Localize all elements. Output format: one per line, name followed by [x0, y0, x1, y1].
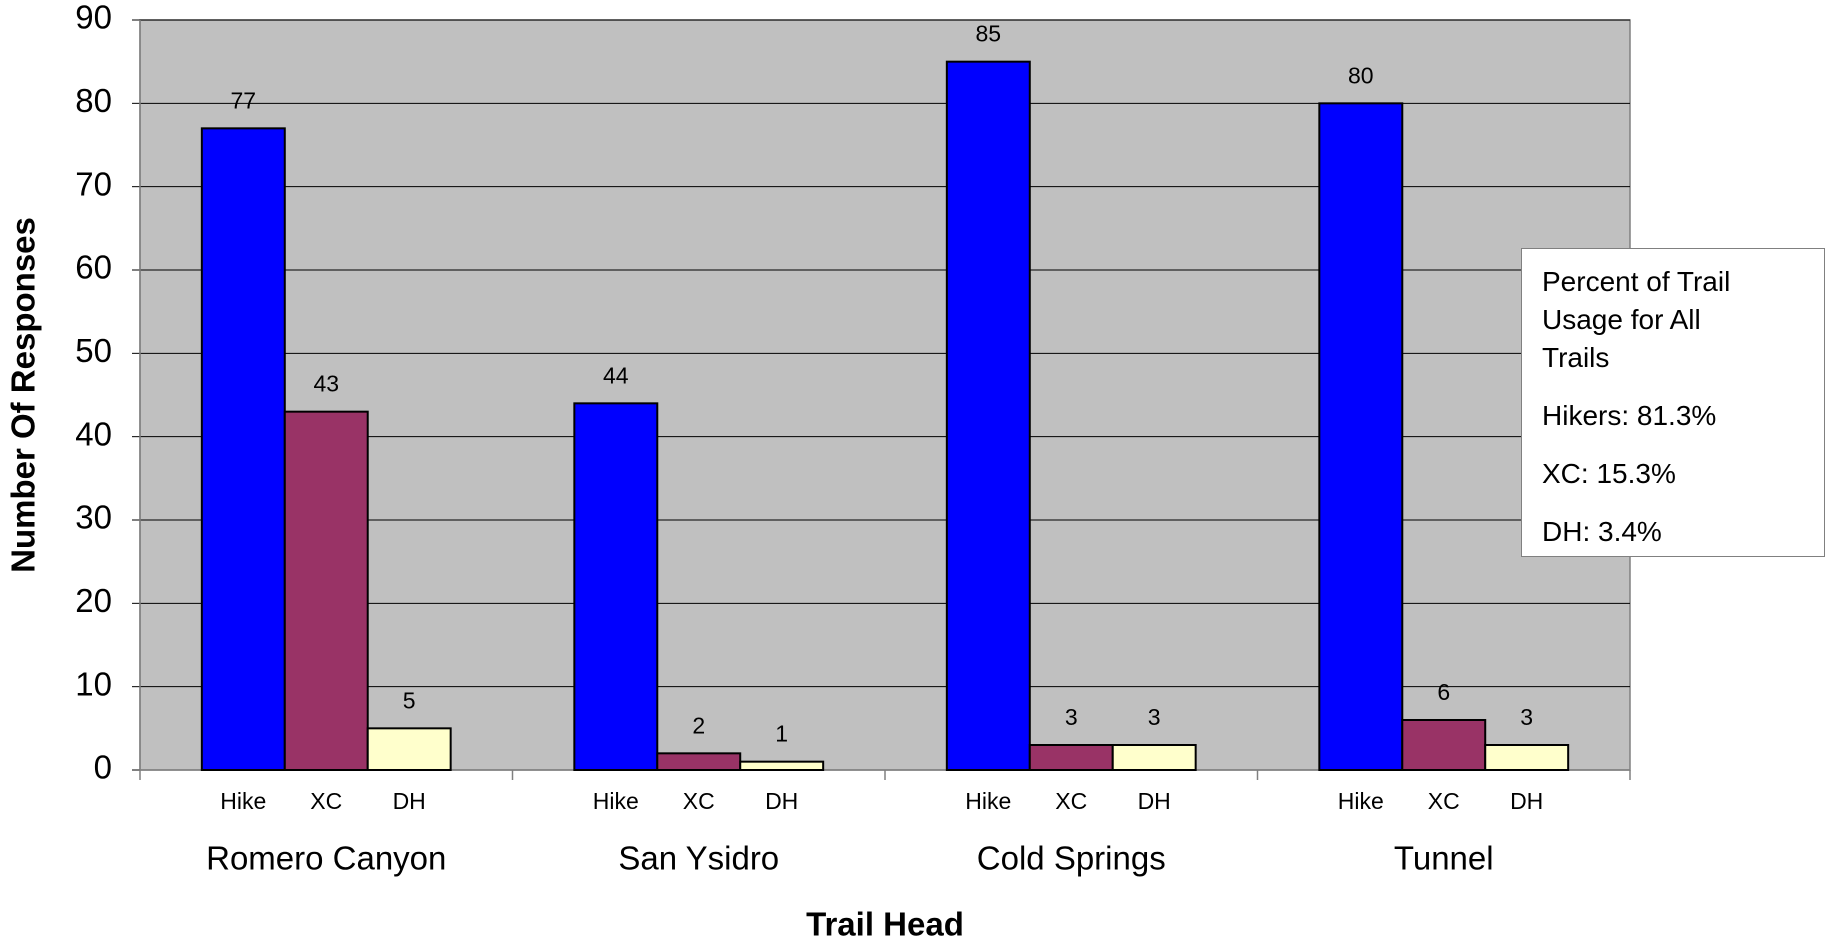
x-tick-label: Tunnel	[1394, 840, 1494, 877]
annotation-text: Percent of Trail Usage for All Trails	[1542, 266, 1731, 373]
data-label: 3	[1148, 704, 1161, 730]
series-sublabel: XC	[1428, 788, 1460, 814]
data-label: 3	[1065, 704, 1078, 730]
annotation-text: XC: 15.3%	[1542, 458, 1676, 489]
series-sublabel: XC	[683, 788, 715, 814]
bar	[200, 127, 286, 772]
series-sublabel: DH	[1138, 788, 1171, 814]
y-tick-label: 90	[75, 0, 112, 36]
y-tick-label: 20	[75, 582, 112, 619]
annotation-text: Hikers: 81.3%	[1542, 400, 1717, 431]
y-tick-label: 60	[75, 249, 112, 286]
bar	[1318, 102, 1404, 772]
data-label: 77	[231, 87, 257, 113]
data-label: 2	[692, 712, 705, 738]
bar	[1028, 744, 1114, 771]
y-tick-label: 30	[75, 499, 112, 536]
bar	[656, 752, 742, 771]
y-tick-label: 80	[75, 82, 112, 119]
bar	[283, 410, 369, 771]
data-label: 6	[1437, 679, 1450, 705]
data-label: 3	[1520, 704, 1533, 730]
data-label: 1	[775, 721, 788, 747]
y-tick-label: 40	[75, 415, 112, 452]
bar	[1401, 719, 1487, 771]
x-tick-label: San Ysidro	[618, 840, 779, 877]
data-label: 43	[313, 371, 339, 397]
annotation-box: Percent of Trail Usage for All Trails Hi…	[1521, 248, 1825, 557]
data-label: 44	[603, 362, 629, 388]
series-sublabel: XC	[310, 788, 342, 814]
series-sublabel: Hike	[1338, 788, 1384, 814]
data-label: 80	[1348, 62, 1374, 88]
x-tick-label: Romero Canyon	[206, 840, 446, 877]
series-sublabel: XC	[1055, 788, 1087, 814]
bar	[366, 727, 452, 771]
series-sublabel: Hike	[593, 788, 639, 814]
y-axis-title: Number Of Responses	[5, 217, 42, 573]
annotation-text: DH: 3.4%	[1542, 516, 1662, 547]
bar	[945, 60, 1031, 771]
data-label: 85	[976, 21, 1002, 47]
series-sublabel: Hike	[965, 788, 1011, 814]
y-tick-label: 70	[75, 165, 112, 202]
bar	[1484, 744, 1570, 771]
series-sublabel: DH	[393, 788, 426, 814]
y-tick-label: 0	[94, 749, 112, 786]
y-tick-label: 50	[75, 332, 112, 369]
data-label: 5	[403, 687, 416, 713]
x-axis-title: Trail Head	[806, 906, 964, 943]
x-tick-label: Cold Springs	[977, 840, 1166, 877]
bar	[739, 760, 825, 772]
bar	[1111, 744, 1197, 771]
y-tick-label: 10	[75, 665, 112, 702]
series-sublabel: DH	[765, 788, 798, 814]
bar	[573, 402, 659, 771]
series-sublabel: Hike	[220, 788, 266, 814]
series-sublabel: DH	[1510, 788, 1543, 814]
